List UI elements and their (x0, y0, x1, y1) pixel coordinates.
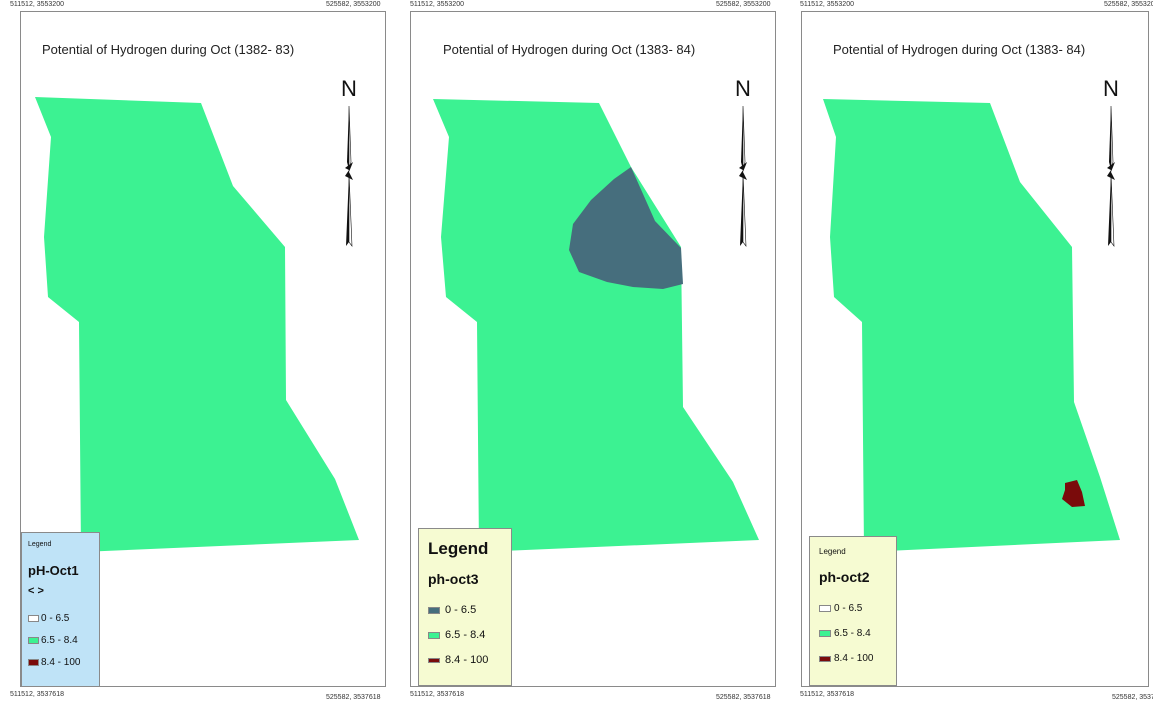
legend-item-label: 6.5 - 8.4 (834, 628, 871, 639)
legend-item-label: 0 - 6.5 (834, 603, 863, 614)
legend-null-class: < > (28, 585, 44, 597)
legend-swatch (28, 637, 39, 644)
north-letter: N (735, 76, 751, 101)
legend-item-0-6.5: 0 - 6.5 (819, 603, 862, 614)
legend-panel-3: Legend ph-oct2 0 - 6.5 6.5 - 8.4 8.4 - 1… (809, 536, 897, 686)
panel-3-corner-top-right: 525582, 355320 (1104, 1, 1153, 8)
ph-zone-6.5-8.4 (433, 99, 759, 552)
north-arrow: N (732, 78, 754, 248)
legend-heading: Legend (428, 539, 489, 558)
panel-2-corner-bottom-right: 525582, 3537618 (716, 694, 771, 701)
legend-item-8.4-100: 8.4 - 100 (28, 657, 80, 668)
map-panel-1: Potential of Hydrogen during Oct (1382- … (20, 11, 386, 687)
panel-2-corner-top-left: 511512, 3553200 (410, 1, 464, 8)
legend-field-name: ph-oct3 (428, 571, 479, 587)
legend-item-label: 6.5 - 8.4 (41, 635, 78, 646)
panel-1-corner-top-left: 511512, 3553200 (10, 1, 64, 8)
legend-item-8.4-100: 8.4 - 100 (819, 653, 873, 664)
panel-1-corner-top-right: 525582, 3553200 (326, 1, 381, 8)
legend-field-name: pH-Oct1 (28, 563, 79, 578)
legend-item-label: 8.4 - 100 (445, 654, 489, 667)
legend-panel-1: Legend pH-Oct1 < > 0 - 6.5 6.5 - 8.4 8.4… (21, 532, 100, 686)
panel-3-corner-top-left: 511512, 3553200 (800, 1, 854, 8)
legend-heading: Legend (819, 547, 846, 556)
legend-item-6.5-8.4: 6.5 - 8.4 (819, 628, 871, 639)
legend-item-label: 8.4 - 100 (834, 653, 874, 664)
map-title: Potential of Hydrogen during Oct (1383- … (833, 42, 1086, 57)
legend-item-0-6.5: 0 - 6.5 (428, 604, 476, 616)
map-title: Potential of Hydrogen during Oct (1383- … (443, 42, 696, 57)
panel-1-corner-bottom-right: 525582, 3537618 (326, 694, 381, 701)
legend-swatch (819, 655, 831, 662)
ph-zone-8.4-100 (1062, 480, 1085, 507)
legend-item-label: 0 - 6.5 (41, 613, 70, 624)
map-canvas (35, 97, 359, 552)
legend-swatch (428, 657, 440, 663)
legend-item-label: 0 - 6.5 (445, 604, 477, 617)
map-canvas (823, 99, 1120, 552)
map-panel-3: Potential of Hydrogen during Oct (1383- … (801, 11, 1149, 687)
legend-heading: Legend (28, 541, 52, 548)
legend-field-name: ph-oct2 (819, 569, 870, 585)
panel-3-corner-bottom-left: 511512, 3537618 (800, 691, 854, 698)
legend-item-0-6.5: 0 - 6.5 (28, 613, 69, 624)
panel-2-corner-top-right: 525582, 3553200 (716, 1, 771, 8)
legend-swatch (428, 606, 440, 614)
north-arrow-center (345, 162, 353, 180)
map-panel-2: Potential of Hydrogen during Oct (1383- … (410, 11, 776, 687)
map-title: Potential of Hydrogen during Oct (1382- … (42, 42, 295, 57)
north-arrow: N (338, 78, 360, 248)
legend-item-6.5-8.4: 6.5 - 8.4 (28, 635, 78, 646)
panel-2-corner-bottom-left: 511512, 3537618 (410, 691, 464, 698)
legend-swatch (819, 630, 831, 637)
legend-item-label: 8.4 - 100 (41, 657, 81, 668)
panel-3-corner-bottom-right: 525582, 35376 (1112, 694, 1153, 701)
ph-zone-6.5-8.4 (823, 99, 1120, 552)
north-arrow: N (1100, 78, 1122, 248)
legend-panel-2: Legend ph-oct3 0 - 6.5 6.5 - 8.4 8.4 - 1… (418, 528, 512, 686)
north-letter: N (1103, 76, 1119, 101)
north-letter: N (341, 76, 357, 101)
legend-item-label: 6.5 - 8.4 (445, 629, 486, 642)
legend-swatch (28, 659, 39, 666)
legend-swatch (428, 631, 440, 639)
map-canvas (433, 99, 759, 552)
legend-swatch (819, 605, 831, 612)
panel-1-corner-bottom-left: 511512, 3537618 (10, 691, 64, 698)
legend-swatch (28, 615, 39, 622)
legend-item-8.4-100: 8.4 - 100 (428, 654, 488, 666)
ph-zone-6.5-8.4 (35, 97, 359, 552)
ph-zone-0-6.5 (569, 167, 683, 289)
legend-item-6.5-8.4: 6.5 - 8.4 (428, 629, 485, 641)
